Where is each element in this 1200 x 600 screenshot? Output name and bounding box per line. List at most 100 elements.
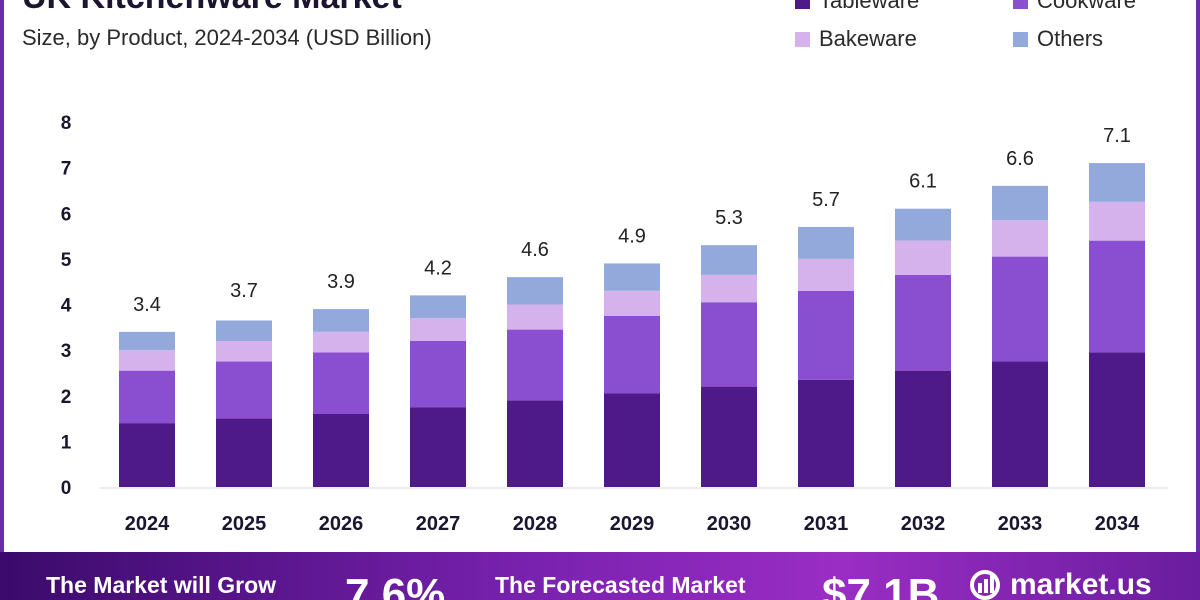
bar-segment-bakeware <box>992 220 1048 257</box>
legend-label: Bakeware <box>819 26 917 51</box>
bar-total-label: 7.1 <box>1103 125 1131 147</box>
bar-segment-others <box>216 320 272 341</box>
x-tick-label: 2032 <box>901 513 946 535</box>
bar-total-label: 4.9 <box>618 225 646 247</box>
bar-segment-cookware <box>1089 240 1145 353</box>
bar-segment-others <box>507 277 563 305</box>
legend-label: Others <box>1037 26 1104 51</box>
bar-segment-cookware <box>410 341 466 408</box>
bar-total-label: 4.2 <box>424 257 452 279</box>
bar-segment-tableware <box>119 423 175 487</box>
chart-title: UK Kitchenware Market <box>22 0 402 17</box>
footer-forecast-text: The Forecasted Market <box>495 572 746 598</box>
chart-legend: Tableware Cookware Bakeware Others <box>0 0 1200 60</box>
x-tick-label: 2028 <box>513 513 558 535</box>
bar-segment-others <box>410 295 466 319</box>
bar-segment-others <box>701 245 757 275</box>
brand-logo[interactable]: market.us <box>968 568 1152 600</box>
bar-segment-bakeware <box>313 331 369 353</box>
bar-segment-bakeware <box>410 318 466 341</box>
bar-segment-others <box>1089 163 1145 202</box>
bar-segment-tableware <box>992 361 1048 487</box>
bar-segment-tableware <box>216 418 272 487</box>
y-tick-label: 5 <box>61 250 72 271</box>
bar-total-label: 3.4 <box>133 294 161 316</box>
bar-segment-tableware <box>895 370 951 487</box>
bar-segment-tableware <box>798 379 854 487</box>
bar-total-label: 6.1 <box>909 171 937 193</box>
legend-item-others: Others <box>1013 26 1103 52</box>
bar-segment-others <box>119 331 175 351</box>
stacked-bar-chart: 0 1 2 3 4 5 6 7 8 3.4 2024 3.7 2025 3.9 2026 4.2 2027 4.6… <box>61 113 1168 535</box>
bar-segment-tableware <box>313 414 369 487</box>
bar-total-label: 3.7 <box>230 280 258 302</box>
bar-segment-others <box>895 208 951 241</box>
x-tick-label: 2024 <box>125 513 170 535</box>
y-tick-label: 4 <box>61 296 72 317</box>
bar-segment-cookware <box>216 361 272 419</box>
bar-segment-cookware <box>992 256 1048 362</box>
right-frame-border <box>1196 0 1200 600</box>
bar-segment-others <box>992 185 1048 221</box>
legend-label: Cookware <box>1037 0 1137 13</box>
y-tick-label: 2 <box>61 387 72 408</box>
brand-name: market.us <box>1010 568 1152 600</box>
bar-segment-cookware <box>798 290 854 380</box>
y-tick-label: 7 <box>61 159 72 180</box>
bar-segment-cookware <box>119 370 175 424</box>
chart-subtitle: Size, by Product, 2024-2034 (USD Billion… <box>22 25 432 50</box>
bar-segment-bakeware <box>895 240 951 275</box>
bar-segment-bakeware <box>798 258 854 291</box>
x-tick-label: 2025 <box>222 513 267 535</box>
bar-segment-bakeware <box>701 274 757 303</box>
footer-grow-text: The Market will Grow <box>46 572 277 598</box>
bar-segment-tableware <box>701 386 757 487</box>
y-tick-label: 8 <box>61 113 72 134</box>
x-tick-label: 2026 <box>319 513 364 535</box>
x-tick-label: 2034 <box>1095 513 1140 535</box>
bar-total-label: 3.9 <box>327 271 355 293</box>
market-us-logo-icon <box>970 570 1000 600</box>
legend-item-cookware: Cookware <box>1013 0 1136 14</box>
y-tick-label: 3 <box>61 341 72 362</box>
legend-item-tableware: Tableware <box>795 0 919 14</box>
bar-segment-cookware <box>507 329 563 401</box>
legend-swatch <box>1013 0 1028 9</box>
footer-forecast-value: $7.1B <box>822 570 940 600</box>
legend-item-bakeware: Bakeware <box>795 26 917 52</box>
bar-segment-tableware <box>1089 352 1145 487</box>
bar-segment-tableware <box>604 393 660 487</box>
footer-banner: The Market will Grow 7.6% The Forecasted… <box>0 552 1200 600</box>
footer-cagr-value: 7.6% <box>345 570 446 600</box>
x-tick-label: 2027 <box>416 513 461 535</box>
bar-total-label: 4.6 <box>521 239 549 261</box>
bar-segment-others <box>313 309 369 332</box>
bar-segment-cookware <box>313 352 369 414</box>
x-tick-label: 2033 <box>998 513 1043 535</box>
bar-total-label: 5.3 <box>715 207 743 229</box>
x-tick-label: 2029 <box>610 513 655 535</box>
y-tick-label: 1 <box>61 432 72 453</box>
bar-total-label: 6.6 <box>1006 148 1034 170</box>
x-tick-label: 2030 <box>707 513 752 535</box>
legend-label: Tableware <box>819 0 920 13</box>
bar-segment-cookware <box>604 315 660 394</box>
left-frame-border <box>0 0 4 600</box>
bar-segment-bakeware <box>1089 201 1145 241</box>
legend-swatch <box>795 31 810 47</box>
y-tick-label: 6 <box>61 204 72 225</box>
bar-segment-tableware <box>410 407 466 487</box>
bar-segment-tableware <box>507 400 563 487</box>
legend-swatch <box>795 0 810 9</box>
bar-segment-cookware <box>701 302 757 387</box>
bar-segment-others <box>798 226 854 259</box>
bar-segment-bakeware <box>507 304 563 330</box>
y-tick-label: 0 <box>61 478 72 499</box>
bar-segment-bakeware <box>216 341 272 362</box>
bar-segment-others <box>604 263 660 291</box>
bar-segment-cookware <box>895 274 951 371</box>
legend-swatch <box>1013 31 1028 47</box>
bar-segment-bakeware <box>119 350 175 371</box>
x-tick-label: 2031 <box>804 513 849 535</box>
bar-segment-bakeware <box>604 290 660 316</box>
